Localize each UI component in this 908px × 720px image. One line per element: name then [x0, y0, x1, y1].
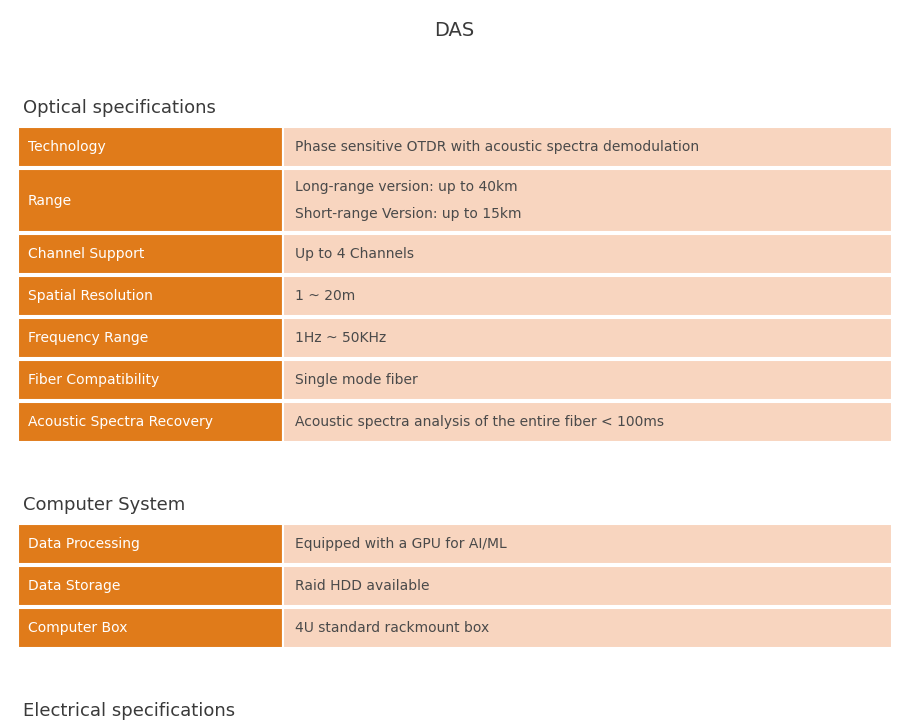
- Bar: [18, 566, 283, 606]
- Bar: [283, 318, 892, 358]
- Text: Fiber Compatibility: Fiber Compatibility: [28, 373, 159, 387]
- Text: Raid HDD available: Raid HDD available: [295, 579, 429, 593]
- Text: Acoustic Spectra Recovery: Acoustic Spectra Recovery: [28, 415, 213, 429]
- Text: Spatial Resolution: Spatial Resolution: [28, 289, 153, 303]
- Bar: [18, 127, 283, 167]
- Text: Channel Support: Channel Support: [28, 247, 144, 261]
- Text: Range: Range: [28, 194, 72, 207]
- Bar: [18, 402, 283, 442]
- Bar: [18, 169, 283, 232]
- Bar: [18, 524, 283, 564]
- Bar: [18, 234, 283, 274]
- Text: Data Processing: Data Processing: [28, 537, 140, 551]
- Text: 1 ~ 20m: 1 ~ 20m: [295, 289, 355, 303]
- Text: Data Storage: Data Storage: [28, 579, 121, 593]
- Bar: [283, 169, 892, 232]
- Text: Short-range Version: up to 15km: Short-range Version: up to 15km: [295, 207, 521, 221]
- Bar: [18, 360, 283, 400]
- Bar: [18, 276, 283, 316]
- Text: Up to 4 Channels: Up to 4 Channels: [295, 247, 414, 261]
- Text: Single mode fiber: Single mode fiber: [295, 373, 418, 387]
- Text: DAS: DAS: [434, 20, 474, 40]
- Bar: [18, 318, 283, 358]
- Bar: [283, 234, 892, 274]
- Text: Computer Box: Computer Box: [28, 621, 127, 635]
- Text: Optical specifications: Optical specifications: [23, 99, 216, 117]
- Bar: [18, 608, 283, 648]
- Bar: [283, 276, 892, 316]
- Text: Computer System: Computer System: [23, 496, 185, 514]
- Text: Frequency Range: Frequency Range: [28, 331, 148, 345]
- Bar: [283, 127, 892, 167]
- Bar: [283, 608, 892, 648]
- Bar: [283, 566, 892, 606]
- Text: 1Hz ~ 50KHz: 1Hz ~ 50KHz: [295, 331, 386, 345]
- Text: Acoustic spectra analysis of the entire fiber < 100ms: Acoustic spectra analysis of the entire …: [295, 415, 664, 429]
- Text: Electrical specifications: Electrical specifications: [23, 702, 235, 720]
- Text: Equipped with a GPU for AI/ML: Equipped with a GPU for AI/ML: [295, 537, 507, 551]
- Bar: [283, 402, 892, 442]
- Bar: [283, 360, 892, 400]
- Text: Phase sensitive OTDR with acoustic spectra demodulation: Phase sensitive OTDR with acoustic spect…: [295, 140, 699, 154]
- Text: Long-range version: up to 40km: Long-range version: up to 40km: [295, 179, 518, 194]
- Text: 4U standard rackmount box: 4U standard rackmount box: [295, 621, 489, 635]
- Text: Technology: Technology: [28, 140, 105, 154]
- Bar: [283, 524, 892, 564]
